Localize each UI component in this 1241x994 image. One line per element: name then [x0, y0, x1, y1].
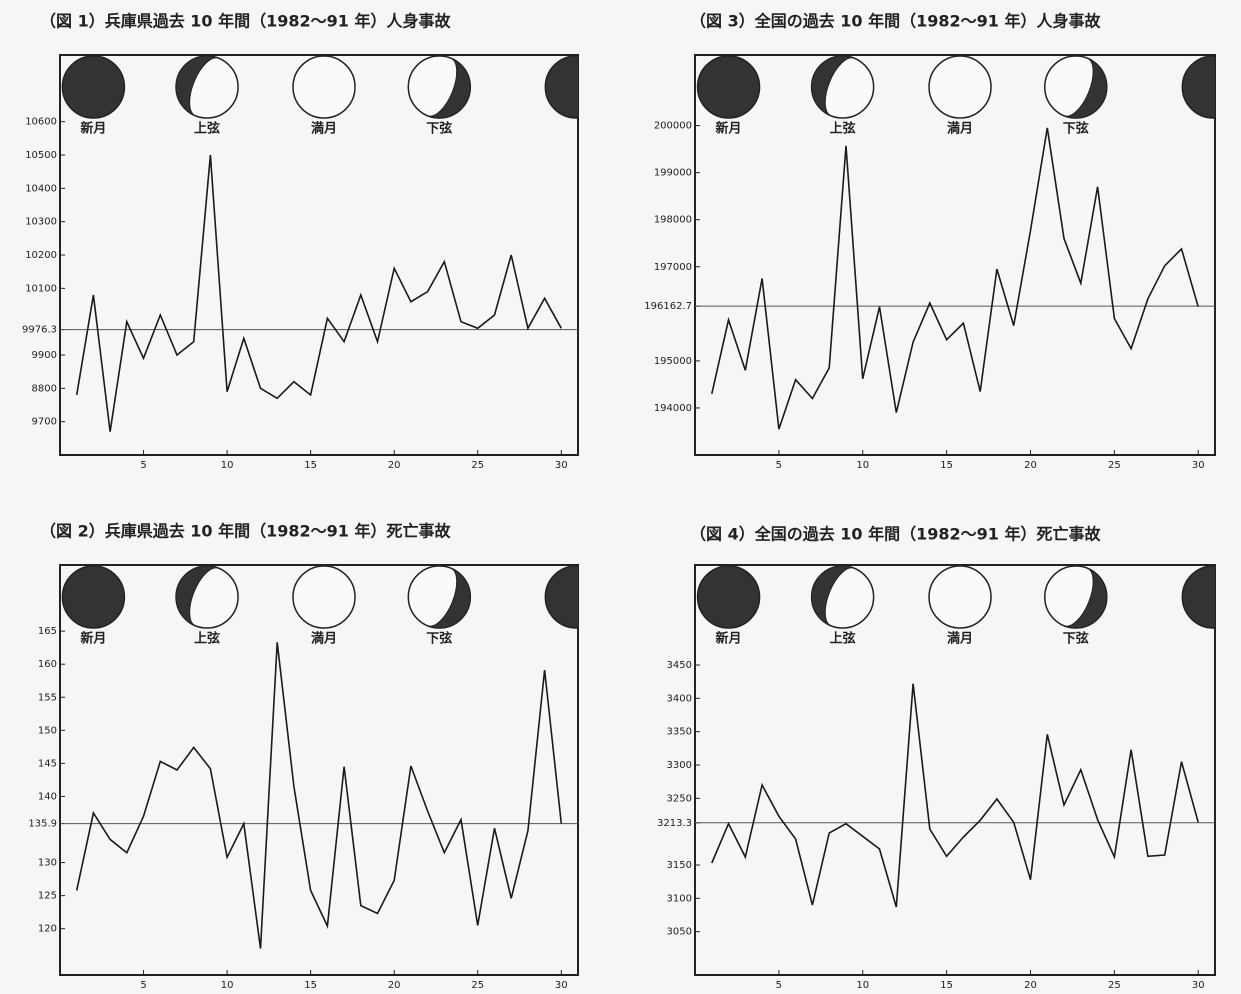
- phase-label: 上弦: [830, 121, 856, 137]
- y-tick-label: 3450: [667, 660, 692, 671]
- phase-label: 新月: [716, 121, 742, 137]
- moon: [929, 56, 991, 118]
- x-tick-label: 5: [776, 460, 782, 471]
- phase-label: 満月: [947, 631, 973, 647]
- y-tick-label: 10500: [25, 150, 57, 161]
- phase-label: 新月: [716, 631, 742, 647]
- moon: [698, 56, 760, 118]
- x-tick-label: 5: [776, 980, 782, 991]
- x-tick-label: 30: [555, 980, 568, 991]
- y-tick-label: 10100: [25, 283, 57, 294]
- chart-title: （図 3）全国の過去 10 年間（1982～91 年）人身事故: [690, 12, 1101, 31]
- x-tick-label: 5: [140, 980, 146, 991]
- phase-label: 満月: [311, 121, 337, 137]
- x-tick-label: 15: [304, 460, 317, 471]
- phase-label: 下弦: [1063, 121, 1089, 137]
- x-tick-label: 20: [1024, 980, 1037, 991]
- x-tick-label: 30: [555, 460, 568, 471]
- x-tick-label: 20: [388, 980, 401, 991]
- x-tick-label: 20: [388, 460, 401, 471]
- y-tick-label: 9976.3: [22, 325, 57, 336]
- phase-label: 上弦: [194, 121, 220, 137]
- page: （図 1）兵庫県過去 10 年間（1982～91 年）人身事故新月上弦満月下弦1…: [0, 0, 1241, 994]
- x-tick-label: 30: [1192, 460, 1205, 471]
- chart-title: （図 4）全国の過去 10 年間（1982～91 年）死亡事故: [690, 525, 1101, 544]
- y-tick-label: 165: [38, 626, 57, 637]
- phase-label: 満月: [947, 121, 973, 137]
- moon: [929, 566, 991, 628]
- x-tick-label: 15: [940, 980, 953, 991]
- x-tick-label: 10: [221, 460, 234, 471]
- moon: [698, 566, 760, 628]
- y-tick-label: 198000: [654, 215, 692, 226]
- x-tick-label: 20: [1024, 460, 1037, 471]
- y-tick-label: 130: [38, 858, 57, 869]
- phase-label: 下弦: [1063, 631, 1089, 647]
- phase-label: 下弦: [426, 631, 452, 647]
- x-tick-label: 15: [304, 980, 317, 991]
- y-tick-label: 140: [38, 791, 57, 802]
- y-tick-label: 3100: [667, 893, 692, 904]
- x-tick-label: 25: [1108, 980, 1121, 991]
- paper: [0, 0, 1241, 994]
- y-tick-label: 194000: [654, 403, 692, 414]
- y-tick-label: 120: [38, 924, 57, 935]
- y-tick-label: 3350: [667, 727, 692, 738]
- y-tick-label: 3400: [667, 693, 692, 704]
- x-tick-label: 10: [856, 980, 869, 991]
- y-tick-label: 10300: [25, 217, 57, 228]
- y-tick-label: 125: [38, 891, 57, 902]
- y-tick-label: 195000: [654, 356, 692, 367]
- moon: [293, 566, 355, 628]
- y-tick-label: 3150: [667, 860, 692, 871]
- moon: [62, 56, 124, 118]
- y-tick-label: 3050: [667, 927, 692, 938]
- y-tick-label: 160: [38, 659, 57, 670]
- y-tick-label: 200000: [654, 121, 692, 132]
- y-tick-label: 9700: [32, 417, 57, 428]
- moon: [293, 56, 355, 118]
- phase-label: 新月: [80, 121, 106, 137]
- x-tick-label: 15: [940, 460, 953, 471]
- phase-label: 上弦: [194, 631, 220, 647]
- phase-label: 新月: [80, 631, 106, 647]
- y-tick-label: 10400: [25, 183, 57, 194]
- y-tick-label: 197000: [654, 262, 692, 273]
- y-tick-label: 145: [38, 758, 57, 769]
- y-tick-label: 155: [38, 692, 57, 703]
- y-tick-label: 9900: [32, 350, 57, 361]
- x-tick-label: 5: [140, 460, 146, 471]
- x-tick-label: 30: [1192, 980, 1205, 991]
- chart-title: （図 2）兵庫県過去 10 年間（1982～91 年）死亡事故: [40, 522, 451, 541]
- chart-title: （図 1）兵庫県過去 10 年間（1982～91 年）人身事故: [40, 12, 451, 31]
- y-tick-label: 10600: [25, 117, 57, 128]
- y-tick-label: 135.9: [28, 819, 57, 830]
- x-tick-label: 25: [471, 980, 484, 991]
- moon: [62, 566, 124, 628]
- y-tick-label: 3300: [667, 760, 692, 771]
- x-tick-label: 25: [471, 460, 484, 471]
- y-tick-label: 196162.7: [644, 301, 692, 312]
- y-tick-label: 150: [38, 725, 57, 736]
- phase-label: 上弦: [830, 631, 856, 647]
- x-tick-label: 25: [1108, 460, 1121, 471]
- y-tick-label: 10200: [25, 250, 57, 261]
- y-tick-label: 199000: [654, 168, 692, 179]
- y-tick-label: 8800: [32, 383, 57, 394]
- phase-label: 下弦: [426, 121, 452, 137]
- phase-label: 満月: [311, 631, 337, 647]
- x-tick-label: 10: [856, 460, 869, 471]
- y-tick-label: 3213.3: [657, 818, 692, 829]
- x-tick-label: 10: [221, 980, 234, 991]
- y-tick-label: 3250: [667, 793, 692, 804]
